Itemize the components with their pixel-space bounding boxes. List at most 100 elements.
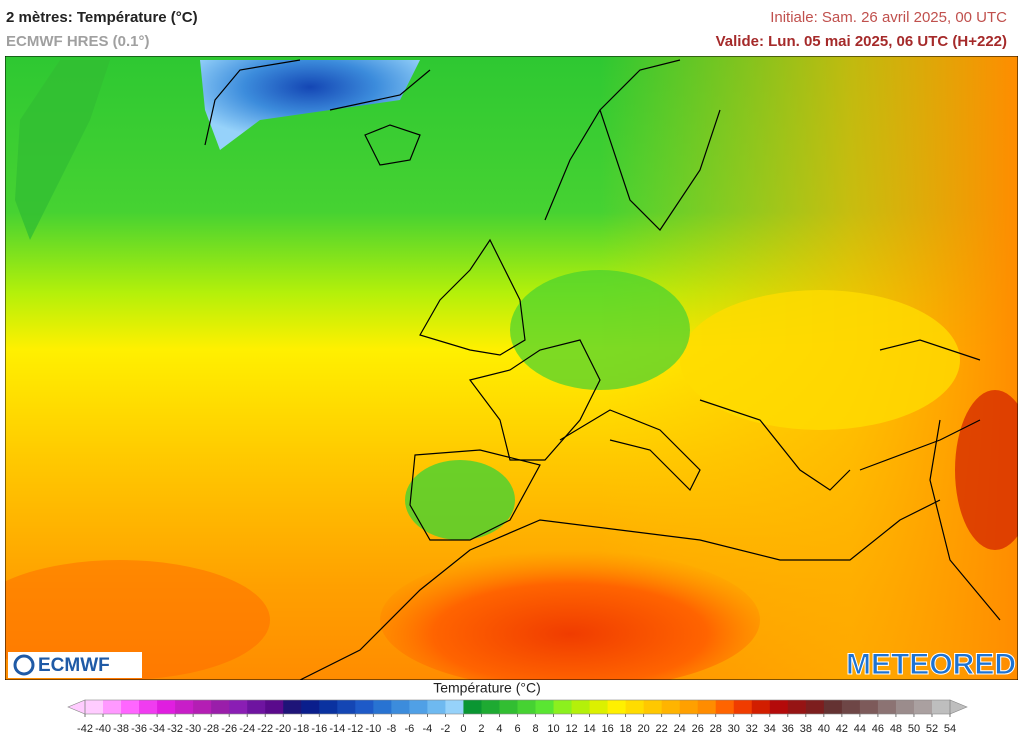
colorbar-tick-label: 52: [926, 723, 938, 735]
colorbar-tick-label: 38: [800, 723, 812, 735]
colorbar-bin: [427, 700, 446, 714]
colorbar-tick-label: 16: [601, 723, 613, 735]
title: 2 mètres: Température (°C): [6, 9, 198, 26]
colorbar-bin: [103, 700, 122, 714]
colorbar-tick-label: 4: [496, 723, 502, 735]
colorbar-tick-label: 24: [674, 723, 686, 735]
colorbar-tick-label: 12: [565, 723, 577, 735]
colorbar-bin: [571, 700, 591, 714]
colorbar-tick-label: -38: [113, 723, 129, 735]
colorbar-tick-label: 28: [710, 723, 722, 735]
colorbar-bin: [553, 700, 573, 714]
colorbar-tick-label: -16: [311, 723, 327, 735]
colorbar-bin: [445, 700, 464, 714]
colorbar-tick-label: -40: [95, 723, 111, 735]
colorbar-bin: [661, 700, 681, 714]
colorbar-tick-label: 50: [908, 723, 920, 735]
colorbar-tick-label: 26: [692, 723, 704, 735]
colorbar-tick-label: -24: [239, 723, 255, 735]
colorbar-bin: [679, 700, 699, 714]
colorbar-tick-label: 42: [836, 723, 848, 735]
colorbar-tick-label: -12: [347, 723, 363, 735]
colorbar-tick-label: 32: [746, 723, 758, 735]
colorbar-tick-label: 34: [764, 723, 776, 735]
colorbar-bin: [895, 700, 915, 714]
colorbar-tick-label: 8: [532, 723, 538, 735]
colorbar-bin: [391, 700, 410, 714]
ecmwf-logo: ECMWF: [38, 655, 110, 676]
ecmwf-logo-icon: [13, 654, 35, 676]
colorbar-title: Température (°C): [433, 680, 541, 696]
colorbar-tick-label: -42: [77, 723, 93, 735]
colorbar-tick-label: 2: [478, 723, 484, 735]
colorbar-tick-label: 22: [656, 723, 668, 735]
colorbar-bin: [337, 700, 356, 714]
colorbar-tick-label: -18: [293, 723, 309, 735]
colorbar-tick-label: -36: [131, 723, 147, 735]
map: [5, 56, 1018, 680]
ecmwf-logo-box: [8, 652, 142, 678]
model: ECMWF HRES (0.1°): [6, 33, 150, 50]
colorbar-tick-label: 0: [460, 723, 466, 735]
colorbar-tick-label: 14: [583, 723, 595, 735]
colorbar-tick-label: -26: [221, 723, 237, 735]
colorbar-bin: [193, 700, 212, 714]
colorbar-tick-label: 36: [782, 723, 794, 735]
colorbar-bin: [859, 700, 879, 714]
colorbar-bin: [769, 700, 789, 714]
colorbar-tick-label: 46: [872, 723, 884, 735]
colorbar-tick-label: 20: [638, 723, 650, 735]
colorbar-bin: [805, 700, 825, 714]
colorbar-tick-label: -4: [423, 723, 433, 735]
colorbar-bin: [607, 700, 627, 714]
colorbar-bin: [913, 700, 933, 714]
colorbar-bin: [247, 700, 266, 714]
colorbar-tick-label: -30: [185, 723, 201, 735]
colorbar-bin: [823, 700, 843, 714]
colorbar-tick-label: 40: [818, 723, 830, 735]
colorbar-bin: [175, 700, 194, 714]
colorbar-tick-label: -2: [441, 723, 451, 735]
colorbar-bin: [139, 700, 158, 714]
colorbar-bin: [589, 700, 609, 714]
colorbar-bin: [787, 700, 807, 714]
colorbar-bin: [625, 700, 645, 714]
colorbar-tick-label: -22: [257, 723, 273, 735]
colorbar-bin: [877, 700, 897, 714]
colorbar-bin: [355, 700, 374, 714]
colorbar-tick-label: -14: [329, 723, 345, 735]
colorbar-bin: [697, 700, 717, 714]
colorbar-tick-label: -6: [404, 723, 414, 735]
valid-time: Valide: Lun. 05 mai 2025, 06 UTC (H+222): [716, 33, 1007, 50]
colorbar-bin: [751, 700, 771, 714]
colorbar-bin: [211, 700, 230, 714]
colorbar-bin: [157, 700, 176, 714]
colorbar: -42 -40 -38 -36 -34 -32 -30 -28 -26 -24 -22 -20 -18-…: [67, 699, 968, 735]
colorbar-bin: [841, 700, 861, 714]
colorbar-bin: [229, 700, 248, 714]
colorbar-bin: [481, 700, 500, 714]
colorbar-tick-label: -20: [275, 723, 291, 735]
colorbar-tick-label: 54: [944, 723, 956, 735]
colorbar-bin: [373, 700, 392, 714]
colorbar-tick-label: -34: [149, 723, 165, 735]
meteored-logo: METEORED: [846, 648, 1016, 681]
colorbar-bin: [517, 700, 537, 714]
colorbar-tick-label: 10: [547, 723, 559, 735]
colorbar-tick-label: 48: [890, 723, 902, 735]
colorbar-tick-label: -32: [167, 723, 183, 735]
colorbar-bin: [535, 700, 555, 714]
colorbar-bin: [409, 700, 428, 714]
colorbar-bin: [499, 700, 518, 714]
colorbar-tick-label: 44: [854, 723, 866, 735]
colorbar-tick-label: 6: [514, 723, 520, 735]
colorbar-bin: [121, 700, 140, 714]
colorbar-tick-label: -10: [365, 723, 381, 735]
colorbar-under: [67, 699, 86, 715]
colorbar-bin: [733, 700, 753, 714]
colorbar-bin: [265, 700, 284, 714]
colorbar-bin: [643, 700, 663, 714]
colorbar-bin: [319, 700, 338, 714]
colorbar-tick-label: -8: [386, 723, 396, 735]
